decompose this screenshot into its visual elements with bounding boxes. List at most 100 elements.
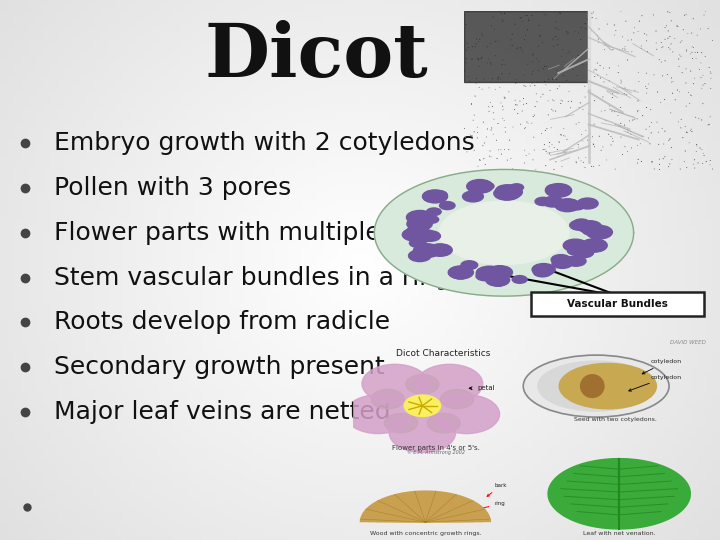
Point [527,51,539,59]
Point [636,11,648,20]
Point [539,145,551,154]
Text: Dicot Characteristics: Dicot Characteristics [395,349,490,358]
Point [517,17,528,25]
Point [485,60,497,69]
Point [498,17,509,26]
Point [537,90,549,99]
Circle shape [558,199,578,210]
Point [613,62,624,70]
Point [518,94,529,103]
Point [556,52,567,60]
Point [655,98,667,107]
Point [528,146,540,154]
Point [527,156,539,164]
Point [534,31,546,39]
Point [572,71,583,80]
Point [696,116,708,124]
Point [526,11,538,19]
Point [520,124,531,132]
Point [622,125,634,134]
Point [527,68,539,76]
Point [462,43,474,52]
Point [675,165,686,173]
Point [459,133,471,142]
Circle shape [494,186,521,200]
Point [643,80,654,89]
Point [685,125,697,133]
Point [559,132,571,140]
Point [664,135,675,144]
Point [617,32,629,41]
Point [499,94,510,103]
Point [650,26,662,35]
Circle shape [419,246,437,255]
Point [598,64,609,72]
Point [477,118,489,126]
Point [703,63,715,72]
Point [616,78,627,86]
Point [707,165,719,173]
Point [619,84,631,92]
Point [553,25,564,34]
Circle shape [551,255,571,265]
Point [632,106,644,115]
Point [615,103,626,112]
Point [474,156,486,165]
Point [647,158,658,166]
Point [497,102,508,111]
Point [675,52,687,60]
Point [624,117,635,125]
Point [471,54,482,63]
Point [592,31,603,40]
Point [592,71,603,79]
Point [573,154,585,163]
Point [583,17,595,26]
Point [505,36,517,44]
Point [472,162,484,171]
Point [482,59,493,68]
Point [657,71,668,80]
Point [487,102,498,111]
Point [504,69,516,78]
Point [557,45,568,54]
Point [612,111,624,120]
Point [656,43,667,52]
Circle shape [567,247,582,255]
Point [646,118,657,127]
Point [703,24,714,33]
Point [567,59,579,68]
Point [572,143,584,151]
Point [695,25,706,33]
Point [595,73,606,82]
Point [478,154,490,163]
Point [650,39,662,48]
Point [685,91,696,99]
Point [534,21,545,30]
Point [595,107,607,116]
Point [558,71,570,80]
Point [629,86,641,94]
Point [666,156,678,164]
Point [686,29,698,37]
Point [676,37,688,45]
Point [659,127,670,136]
Point [603,77,615,85]
Point [495,9,507,18]
Circle shape [532,264,555,275]
Point [625,130,636,138]
Point [464,131,476,139]
Point [523,150,535,158]
Point [652,87,663,96]
Point [471,35,482,43]
Circle shape [512,275,527,284]
Point [564,104,576,112]
Circle shape [410,239,426,247]
Point [554,82,565,90]
Point [598,45,610,54]
Point [631,114,643,123]
Point [514,14,526,22]
Point [585,26,597,35]
Point [662,70,673,79]
Point [641,103,652,112]
Point [510,44,522,53]
